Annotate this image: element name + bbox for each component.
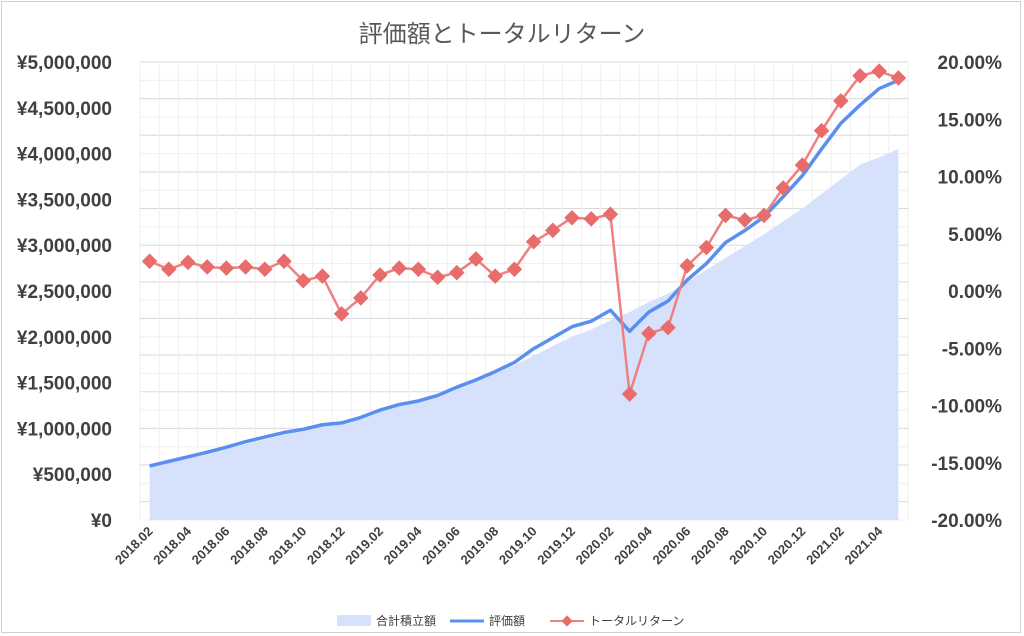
return-marker (602, 206, 619, 223)
return-marker (756, 207, 772, 224)
x-tick-label: 2020.06 (649, 524, 693, 568)
x-tick-label: 2018.10 (265, 524, 309, 568)
return-marker (775, 180, 791, 196)
y-left-tick-label: ¥3,000,000 (17, 236, 112, 257)
return-marker (276, 253, 292, 270)
return-marker (871, 63, 887, 79)
line-series-total-return (149, 69, 899, 396)
return-marker (717, 207, 734, 224)
x-tick-label: 2020.12 (765, 524, 809, 568)
chart-title: 評価額とトータルリターン (359, 20, 646, 48)
return-marker (199, 259, 215, 275)
return-marker (813, 122, 830, 139)
y-right-axis: -20.00% -15.00% -10.00% -5.00% 0.00% 5.00% 10.… (931, 53, 1002, 532)
return-marker (545, 222, 561, 239)
line-layer (149, 69, 900, 468)
x-tick-label: 2021.02 (803, 524, 847, 568)
y-right-tick-label: 0.00% (948, 282, 1002, 303)
y-left-tick-label: ¥5,000,000 (17, 53, 112, 74)
y-left-tick-label: ¥4,000,000 (17, 145, 112, 166)
y-left-tick-label: ¥1,000,000 (17, 419, 112, 440)
return-marker (506, 261, 523, 278)
x-tick-label: 2021.04 (841, 523, 885, 567)
y-right-tick-label: 5.00% (948, 225, 1002, 246)
y-left-axis: ¥0 ¥500,000 ¥1,000,000 ¥1,500,000 ¥2,000,000… (17, 53, 112, 532)
return-marker (237, 259, 254, 275)
return-marker (525, 233, 542, 250)
x-tick-label: 2019.08 (457, 524, 501, 568)
y-right-tick-label: 20.00% (938, 53, 1003, 74)
y-left-tick-label: ¥1,500,000 (17, 374, 112, 395)
legend: 合計積立額 評価額 トータルリターン (337, 613, 684, 628)
x-tick-label: 2019.02 (342, 524, 386, 568)
return-marker (180, 254, 196, 271)
return-marker (737, 212, 753, 228)
return-marker (141, 253, 158, 270)
y-right-tick-label: -10.00% (931, 397, 1002, 418)
y-right-tick-label: -15.00% (931, 454, 1002, 475)
x-tick-label: 2019.04 (381, 523, 425, 567)
area-series-total-contribution (149, 149, 899, 520)
y-left-tick-label: ¥3,500,000 (17, 190, 112, 211)
line-series-valuation (149, 78, 900, 468)
y-left-tick-label: ¥500,000 (33, 465, 112, 486)
return-marker (794, 157, 811, 173)
y-right-tick-label: 15.00% (938, 110, 1003, 131)
y-left-tick-label: ¥2,000,000 (17, 328, 112, 349)
x-tick-label: 2020.02 (573, 524, 617, 568)
y-left-tick-label: ¥4,500,000 (17, 99, 112, 120)
x-tick-label: 2019.12 (534, 524, 578, 568)
x-tick-label: 2020.04 (611, 523, 655, 567)
x-tick-label: 2020.10 (726, 524, 770, 568)
x-tick-label: 2018.06 (189, 524, 233, 568)
legend-swatch-return-marker (561, 615, 573, 627)
x-tick-label: 2018.12 (304, 524, 348, 568)
x-tick-label: 2019.06 (419, 524, 463, 568)
y-left-tick-label: ¥0 (91, 511, 112, 532)
return-marker (161, 261, 177, 278)
y-right-tick-label: 10.00% (938, 168, 1003, 189)
x-tick-label: 2018.02 (112, 524, 156, 568)
y-left-tick-label: ¥2,500,000 (17, 282, 112, 303)
legend-label-area: 合計積立額 (376, 613, 436, 628)
return-marker (391, 260, 407, 276)
y-right-tick-label: -5.00% (942, 339, 1002, 360)
return-marker (218, 260, 235, 276)
return-marker (583, 211, 599, 227)
legend-label-return: トータルリターン (589, 614, 684, 628)
legend-label-line: 評価額 (489, 613, 525, 628)
y-right-tick-label: -20.00% (931, 511, 1002, 532)
return-marker (429, 269, 446, 286)
return-marker (564, 209, 580, 226)
x-tick-label: 2018.08 (227, 524, 271, 568)
area-layer (149, 149, 899, 520)
x-tick-label: 2019.10 (496, 524, 540, 568)
legend-swatch-area (337, 615, 371, 626)
x-tick-label: 2020.08 (688, 524, 732, 568)
return-marker (698, 239, 715, 256)
x-axis: 2018.022018.042018.062018.082018.102018.… (112, 523, 886, 567)
return-marker (449, 264, 465, 281)
x-tick-label: 2018.04 (150, 523, 194, 567)
